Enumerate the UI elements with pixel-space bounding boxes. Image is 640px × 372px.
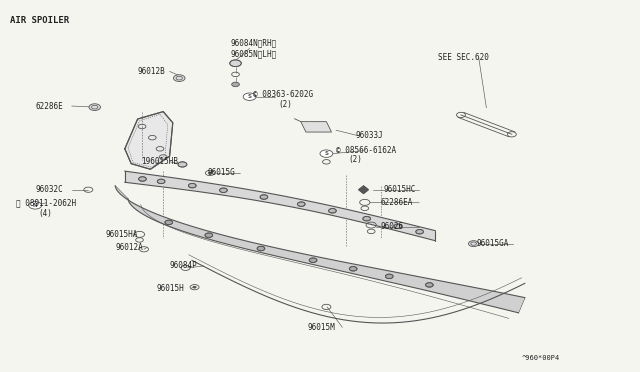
Circle shape (349, 266, 357, 271)
Text: 96015GA: 96015GA (477, 239, 509, 248)
Circle shape (363, 217, 371, 221)
Text: 96033J: 96033J (355, 131, 383, 140)
Circle shape (139, 177, 147, 181)
Circle shape (29, 202, 42, 209)
Text: S: S (248, 94, 252, 99)
Circle shape (426, 283, 433, 287)
Circle shape (385, 274, 393, 279)
Circle shape (193, 286, 196, 288)
Text: 96084N〈RH〉: 96084N〈RH〉 (230, 38, 276, 47)
Circle shape (243, 93, 256, 100)
Circle shape (157, 179, 165, 184)
Circle shape (173, 75, 185, 81)
Text: © 08566-6162A: © 08566-6162A (336, 146, 396, 155)
Text: 96085N〈LH〉: 96085N〈LH〉 (230, 49, 276, 58)
Circle shape (178, 162, 187, 167)
Text: (2): (2) (278, 100, 292, 109)
Text: 96015M: 96015M (307, 323, 335, 332)
Text: N: N (33, 203, 38, 208)
Circle shape (328, 209, 336, 213)
Text: 62286EA: 62286EA (381, 198, 413, 207)
Circle shape (209, 172, 211, 174)
Text: 96012B: 96012B (138, 67, 165, 76)
Polygon shape (115, 186, 525, 313)
Text: (2): (2) (349, 155, 363, 164)
Text: 96084P: 96084P (170, 262, 197, 270)
Circle shape (220, 188, 227, 192)
Polygon shape (359, 186, 368, 193)
Text: AIR SPOILER: AIR SPOILER (10, 16, 68, 25)
Circle shape (89, 104, 100, 110)
Circle shape (394, 224, 402, 228)
Circle shape (468, 241, 479, 247)
Text: 96015HA: 96015HA (106, 230, 138, 239)
Circle shape (260, 195, 268, 199)
Circle shape (232, 82, 239, 87)
Text: SEE SEC.620: SEE SEC.620 (438, 53, 489, 62)
Circle shape (165, 220, 173, 225)
Polygon shape (125, 112, 173, 169)
Text: 96012A: 96012A (115, 243, 143, 252)
Polygon shape (125, 171, 435, 241)
Text: © 08363-6202G: © 08363-6202G (253, 90, 313, 99)
Text: 196015HB: 196015HB (141, 157, 178, 166)
Text: S: S (324, 151, 328, 156)
Polygon shape (301, 122, 332, 132)
Circle shape (188, 183, 196, 188)
Text: 96026: 96026 (381, 222, 404, 231)
Text: ⓝ 08911-2062H: ⓝ 08911-2062H (16, 198, 76, 207)
Circle shape (230, 60, 241, 67)
Text: 96015G: 96015G (208, 169, 236, 177)
Text: 96032C: 96032C (35, 185, 63, 194)
Circle shape (205, 233, 212, 237)
Text: 62286E: 62286E (35, 102, 63, 110)
Circle shape (309, 258, 317, 262)
Text: (4): (4) (38, 209, 52, 218)
Text: ^960*00P4: ^960*00P4 (522, 355, 560, 361)
Circle shape (416, 230, 424, 234)
Text: 96015HC: 96015HC (384, 185, 417, 194)
Text: 96015H: 96015H (157, 284, 184, 293)
Circle shape (298, 202, 305, 206)
Circle shape (257, 246, 265, 251)
Circle shape (320, 150, 333, 157)
